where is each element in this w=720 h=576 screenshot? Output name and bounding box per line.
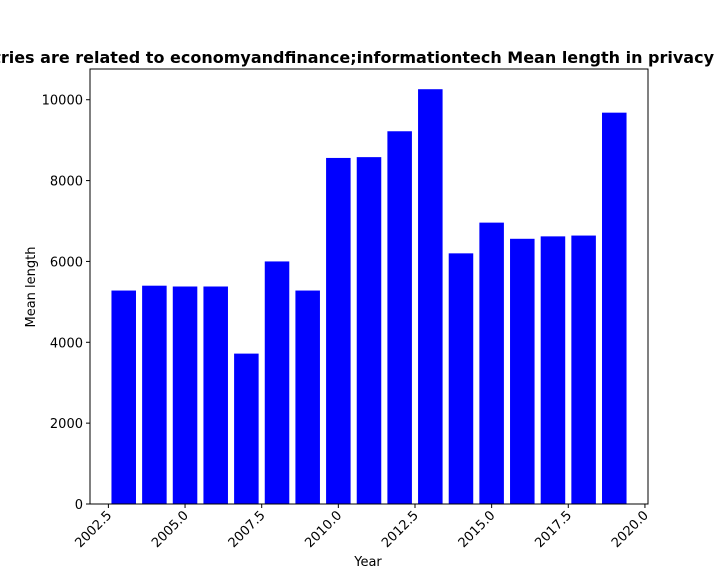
y-tick-label: 4000: [50, 336, 83, 351]
x-axis-ticks: 2002.5 2005.0 2007.5 2010.0 2012.5 2015.0 2017…: [72, 504, 652, 551]
bar-2009: [295, 290, 320, 504]
x-tick-label: 2017.5: [532, 508, 575, 551]
bars-group: [111, 89, 627, 505]
x-tick-label: 2015.0: [456, 508, 499, 551]
bar-2004: [142, 285, 167, 504]
bar-2003: [111, 290, 136, 504]
y-tick-label: 6000: [50, 255, 83, 270]
x-axis-label: Year: [353, 555, 382, 570]
plot-frame: [89, 68, 649, 505]
bar-2007: [234, 353, 259, 504]
bar-2012: [387, 131, 412, 504]
bar-2010: [326, 157, 351, 504]
bar-2008: [264, 261, 290, 504]
y-tick-label: 10000: [42, 94, 83, 109]
x-tick-label: 2010.0: [302, 508, 345, 551]
y-tick-label: 2000: [50, 417, 83, 432]
bar-2018: [571, 235, 596, 504]
bar-2011: [356, 157, 382, 505]
x-tick-label: 2005.0: [149, 508, 192, 551]
y-axis-ticks: 0 2000 4000 6000 8000 10000: [42, 94, 90, 513]
bar-2017: [540, 236, 566, 505]
x-tick-label: 2007.5: [226, 508, 269, 551]
bar-2019: [602, 112, 627, 504]
y-axis-label: Mean length: [24, 247, 39, 328]
y-tick-label: 8000: [50, 175, 83, 190]
bar-2014: [448, 253, 474, 504]
bar-2005: [172, 286, 198, 504]
y-tick-label: 0: [75, 498, 83, 513]
bar-2006: [203, 286, 228, 504]
bar-2015: [479, 222, 504, 504]
x-tick-label: 2012.5: [379, 508, 422, 551]
chart-title: Countries are related to economyandfinan…: [0, 48, 720, 67]
x-tick-label: 2020.0: [609, 508, 652, 551]
bar-2016: [510, 238, 535, 504]
bar-2013: [418, 89, 443, 505]
x-tick-label: 2002.5: [72, 508, 115, 551]
